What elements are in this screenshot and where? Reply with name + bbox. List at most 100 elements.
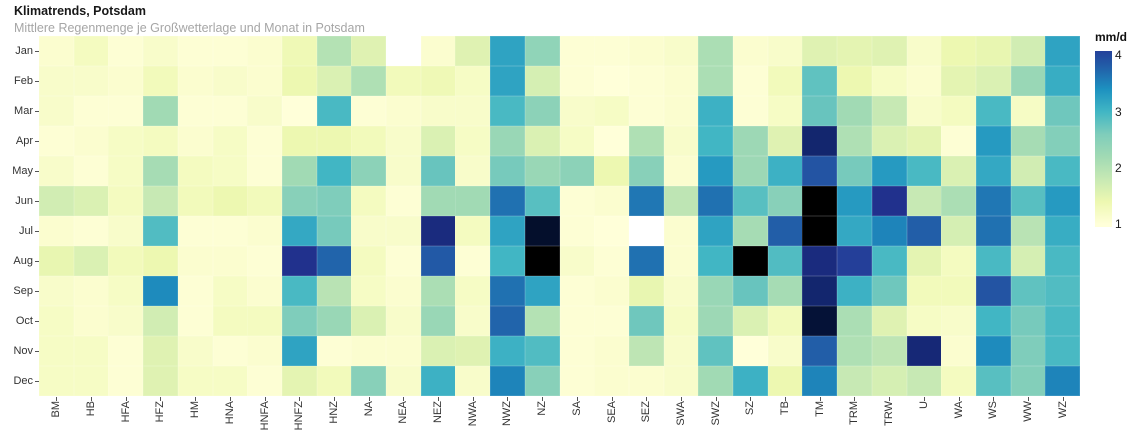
y-axis-tick	[35, 351, 39, 352]
heatmap-cell	[733, 246, 769, 277]
heatmap-cell	[455, 156, 491, 187]
heatmap-cell	[108, 246, 144, 277]
heatmap-cell	[698, 156, 734, 187]
heatmap-cell	[212, 36, 248, 67]
heatmap-cell	[316, 246, 352, 277]
heatmap-cell	[698, 216, 734, 247]
x-axis-label: BM	[50, 401, 63, 418]
heatmap-cell	[73, 276, 109, 307]
heatmap-cell	[594, 276, 630, 307]
x-axis-tick	[819, 396, 821, 401]
heatmap-cell	[386, 336, 422, 367]
x-axis-label: TRW	[883, 401, 896, 426]
heatmap-cell	[490, 336, 526, 367]
heatmap-cell	[177, 366, 213, 397]
heatmap-cell	[247, 126, 283, 157]
heatmap-cell	[733, 276, 769, 307]
x-axis-label: WS	[987, 401, 1000, 419]
x-axis-tick	[333, 396, 335, 401]
heatmap-cell	[1010, 96, 1046, 127]
y-axis-label: Oct	[15, 315, 33, 327]
heatmap-cell	[316, 276, 352, 307]
heatmap-cell	[1045, 366, 1081, 397]
heatmap-cell	[906, 126, 942, 157]
heatmap-cell	[212, 186, 248, 217]
x-axis-tick	[195, 396, 197, 401]
y-axis-label: Jul	[18, 225, 33, 237]
heatmap-cell	[802, 36, 838, 67]
heatmap-cell	[143, 306, 179, 337]
heatmap-cell	[177, 96, 213, 127]
x-axis-tick	[403, 396, 405, 401]
heatmap-cell	[490, 156, 526, 187]
y-axis-tick	[35, 81, 39, 82]
heatmap-cell	[524, 36, 560, 67]
heatmap-cell	[177, 306, 213, 337]
x-axis-label: SA	[570, 401, 583, 416]
x-axis-tick	[1027, 396, 1029, 401]
legend-tick-label: 1	[1115, 217, 1122, 232]
heatmap-cell	[39, 66, 75, 97]
heatmap-cell	[906, 246, 942, 277]
heatmap-cell	[455, 96, 491, 127]
heatmap-cell	[316, 36, 352, 67]
heatmap-cell	[975, 366, 1011, 397]
heatmap-cell	[247, 216, 283, 247]
heatmap-cell	[212, 216, 248, 247]
heatmap-cell	[871, 246, 907, 277]
heatmap-cell	[39, 336, 75, 367]
y-axis-tick	[35, 171, 39, 172]
x-axis-label: WA	[952, 401, 965, 419]
heatmap-cell	[420, 156, 456, 187]
heatmap-cell	[73, 36, 109, 67]
heatmap-cell	[594, 366, 630, 397]
heatmap-cell	[490, 96, 526, 127]
heatmap-cell	[316, 66, 352, 97]
heatmap-cell	[663, 216, 699, 247]
x-axis-tick	[646, 396, 648, 401]
heatmap-cell	[837, 306, 873, 337]
heatmap-cell	[975, 36, 1011, 67]
heatmap-cell	[802, 96, 838, 127]
heatmap-cell	[108, 276, 144, 307]
heatmap-cell	[767, 126, 803, 157]
x-axis-tick	[889, 396, 891, 401]
y-axis-label: Dec	[13, 375, 33, 387]
y-axis-tick	[35, 321, 39, 322]
heatmap-cell	[975, 276, 1011, 307]
heatmap-cell	[177, 36, 213, 67]
heatmap-cell	[594, 306, 630, 337]
heatmap-cell	[108, 156, 144, 187]
heatmap-cell	[837, 186, 873, 217]
heatmap-cell	[351, 306, 387, 337]
heatmap-cell	[871, 186, 907, 217]
heatmap-cell	[247, 306, 283, 337]
heatmap-cell	[837, 336, 873, 367]
heatmap-cell	[386, 156, 422, 187]
heatmap-cell	[802, 156, 838, 187]
x-axis-tick	[680, 396, 682, 401]
heatmap-cell	[386, 126, 422, 157]
x-axis-label: NA	[362, 401, 375, 417]
heatmap-cell	[559, 156, 595, 187]
heatmap-cell	[1010, 216, 1046, 247]
heatmap-cell	[628, 66, 664, 97]
heatmap-cell	[316, 96, 352, 127]
x-axis-tick	[91, 396, 93, 401]
heatmap-cell	[767, 66, 803, 97]
heatmap-cell	[455, 246, 491, 277]
heatmap-cell	[177, 336, 213, 367]
heatmap-cell	[906, 36, 942, 67]
heatmap-cell	[698, 246, 734, 277]
heatmap-cell	[247, 96, 283, 127]
heatmap-cell	[212, 156, 248, 187]
heatmap-cell	[351, 156, 387, 187]
heatmap-cell	[73, 186, 109, 217]
heatmap-cell	[490, 186, 526, 217]
heatmap-cell	[1045, 126, 1081, 157]
heatmap-cell	[143, 366, 179, 397]
heatmap-cell	[594, 246, 630, 277]
heatmap-cell	[559, 366, 595, 397]
heatmap-cell	[351, 36, 387, 67]
